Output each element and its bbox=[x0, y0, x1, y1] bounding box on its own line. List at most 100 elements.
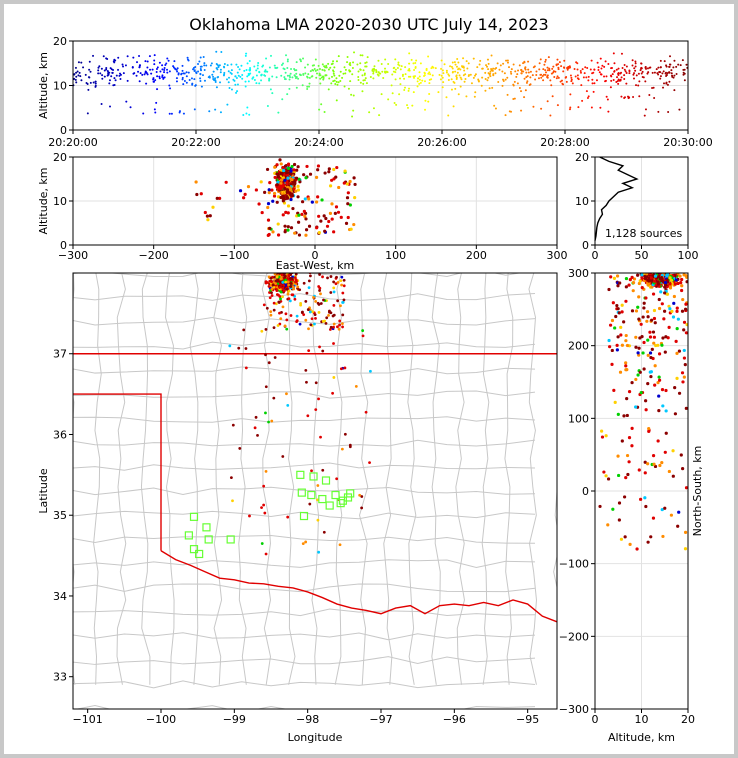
time-altitude-point bbox=[510, 110, 513, 113]
county-line bbox=[383, 273, 393, 685]
time-altitude-point bbox=[288, 78, 291, 81]
time-altitude-point bbox=[473, 95, 476, 98]
east-west-point bbox=[298, 180, 302, 184]
east-west-point bbox=[289, 197, 293, 202]
y-tick-label: 0 bbox=[60, 124, 67, 137]
time-altitude-point bbox=[544, 73, 547, 76]
time-altitude-point bbox=[356, 63, 359, 66]
north-south-point bbox=[634, 345, 638, 349]
north-south-point bbox=[682, 348, 686, 353]
time-altitude-point bbox=[323, 111, 326, 114]
time-altitude-point bbox=[333, 74, 336, 77]
time-altitude-point bbox=[380, 63, 383, 66]
time-altitude-point bbox=[161, 74, 164, 77]
time-altitude-point bbox=[635, 74, 638, 77]
east-west-point bbox=[315, 226, 319, 230]
time-altitude-point bbox=[318, 108, 321, 111]
county-line bbox=[73, 534, 536, 544]
east-west-point bbox=[279, 178, 284, 182]
map-point bbox=[285, 287, 289, 291]
east-west-point bbox=[286, 228, 290, 232]
north-south-point bbox=[637, 468, 641, 472]
time-altitude-point bbox=[472, 57, 475, 60]
north-south-point bbox=[627, 460, 631, 464]
map-point bbox=[340, 283, 344, 287]
time-altitude-point bbox=[462, 57, 465, 60]
time-altitude-point bbox=[322, 76, 325, 79]
north-south-point bbox=[651, 330, 656, 334]
time-altitude-point bbox=[86, 112, 89, 115]
time-altitude-point bbox=[269, 88, 272, 91]
time-altitude-point bbox=[419, 62, 422, 65]
x-tick-label: −300 bbox=[58, 249, 88, 262]
east-west-point bbox=[242, 196, 246, 200]
map-point bbox=[281, 286, 285, 290]
north-south-point bbox=[683, 363, 687, 367]
time-altitude-point bbox=[153, 63, 156, 66]
time-altitude-point bbox=[235, 91, 238, 94]
time-altitude-point bbox=[372, 72, 375, 75]
time-altitude-point bbox=[668, 80, 671, 83]
map-point bbox=[305, 291, 309, 295]
time-altitude-point bbox=[175, 80, 178, 83]
time-altitude-point bbox=[163, 67, 166, 70]
time-altitude-point bbox=[138, 80, 141, 83]
time-altitude-point bbox=[558, 61, 561, 64]
map-point bbox=[317, 550, 321, 554]
east-west-point bbox=[276, 195, 281, 199]
east-west-point bbox=[275, 163, 279, 167]
time-altitude-point bbox=[255, 74, 258, 77]
time-altitude-point bbox=[185, 71, 188, 74]
east-west-point bbox=[316, 164, 321, 168]
time-altitude-point bbox=[132, 56, 135, 59]
time-altitude-point bbox=[173, 60, 176, 63]
east-west-point bbox=[332, 230, 336, 234]
time-altitude-point bbox=[617, 72, 620, 75]
north-south-point bbox=[667, 469, 671, 474]
north-south-point bbox=[606, 477, 611, 481]
east-west-point bbox=[308, 172, 313, 176]
time-altitude-point bbox=[148, 55, 151, 58]
time-altitude-point bbox=[163, 76, 166, 79]
north-south-point bbox=[616, 412, 620, 416]
time-altitude-point bbox=[592, 71, 595, 74]
time-altitude-point bbox=[268, 79, 271, 82]
time-altitude-point bbox=[176, 67, 179, 70]
east-west-point bbox=[303, 214, 307, 219]
time-altitude-point bbox=[149, 68, 152, 71]
east-west-point bbox=[345, 196, 350, 200]
time-altitude-point bbox=[339, 79, 342, 82]
time-altitude-point bbox=[615, 68, 618, 71]
time-altitude-point bbox=[506, 76, 509, 79]
time-altitude-point bbox=[486, 79, 489, 82]
time-altitude-point bbox=[538, 68, 541, 71]
north-south-point bbox=[646, 315, 650, 319]
map-point bbox=[283, 275, 287, 279]
time-altitude-point bbox=[175, 77, 178, 80]
map-point bbox=[264, 411, 267, 415]
x-tick-label: −100 bbox=[146, 713, 176, 726]
time-altitude-point bbox=[502, 78, 505, 81]
time-altitude-point bbox=[484, 89, 487, 92]
east-west-point bbox=[285, 173, 290, 177]
map-point bbox=[348, 443, 352, 447]
time-altitude-point bbox=[467, 62, 470, 65]
time-altitude-point bbox=[211, 73, 214, 76]
lma-station bbox=[297, 488, 306, 497]
north-south-point bbox=[675, 327, 679, 331]
time-altitude-point bbox=[532, 105, 535, 108]
time-altitude-point bbox=[172, 65, 175, 68]
time-altitude-point bbox=[357, 75, 360, 78]
east-west-point bbox=[286, 176, 290, 180]
time-altitude-point bbox=[640, 67, 643, 70]
map-point bbox=[283, 324, 287, 328]
time-altitude-point bbox=[406, 104, 409, 107]
map-point bbox=[332, 280, 336, 284]
time-altitude-point bbox=[664, 72, 667, 75]
time-altitude-point bbox=[459, 76, 462, 79]
north-south-point bbox=[650, 318, 654, 322]
time-altitude-point bbox=[266, 70, 269, 73]
map-point bbox=[279, 317, 283, 321]
time-altitude-point bbox=[210, 62, 213, 65]
map-point bbox=[242, 328, 246, 332]
